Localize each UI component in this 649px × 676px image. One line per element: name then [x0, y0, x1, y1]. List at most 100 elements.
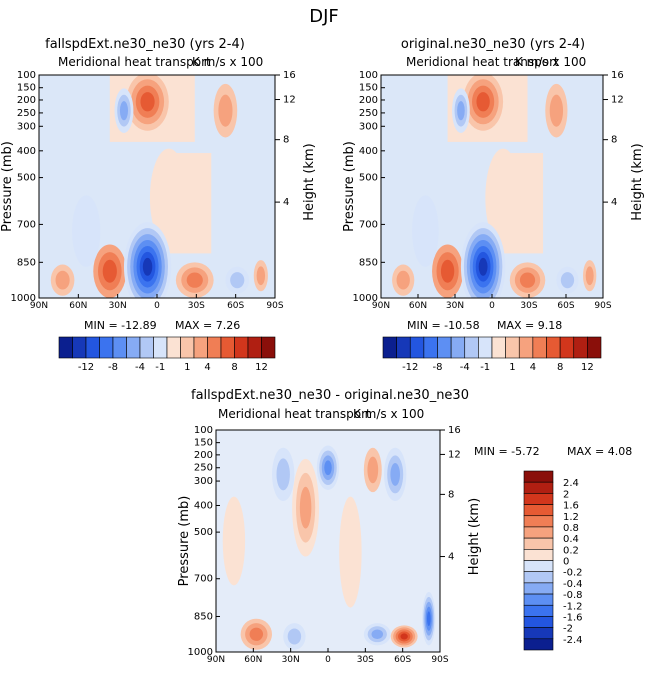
colorbar-swatch [505, 336, 520, 359]
x-tick-label: 90S [266, 301, 283, 311]
x-tick-label: 0 [325, 655, 331, 665]
colorbar-swatch [573, 336, 588, 359]
colorbar-swatch [423, 336, 438, 359]
colorbar-swatch [464, 336, 479, 359]
colorbar-label: -4 [135, 362, 145, 373]
colorbar-swatch [523, 481, 554, 494]
contour-blob [426, 611, 431, 626]
y2-tick-label: 12 [611, 95, 624, 106]
panel-1-title: fallspdExt.ne30_ne30 (yrs 2-4) [45, 37, 245, 52]
colorbar-label: 12 [255, 362, 268, 373]
contour-blob [218, 94, 233, 127]
contour-blob [102, 259, 117, 283]
y-tick-label: 300 [194, 476, 213, 487]
colorbar-swatch [559, 336, 575, 359]
y-tick-label: 150 [359, 83, 378, 94]
colorbar-swatch [532, 336, 547, 359]
contour-blob [440, 259, 455, 283]
colorbar-swatch [382, 336, 397, 359]
colorbar-swatch [518, 336, 534, 359]
x-tick-label: 90S [431, 655, 448, 665]
panel-1-max-label: MAX = 7.26 [175, 319, 240, 332]
contour-blob [367, 456, 379, 484]
colorbar-swatch [396, 336, 411, 359]
x-tick-label: 30N [446, 301, 464, 311]
colorbar-label: -0.8 [563, 590, 583, 601]
colorbar-label: -0.2 [563, 568, 583, 579]
colorbar-swatch [523, 537, 554, 550]
colorbar-swatch [58, 336, 73, 359]
y-tick-label: 250 [194, 463, 213, 474]
y-tick-label: 150 [17, 83, 36, 94]
x-tick-label: 60S [227, 301, 244, 311]
panel-1-subtitle-right: K m/s x 100 [192, 55, 263, 69]
panel-1: fallspdExt.ne30_ne30 (yrs 2-4) Meridiona… [0, 37, 317, 332]
y-tick-label: 100 [17, 70, 36, 81]
panel-3-subtitle-right: K m/s x 100 [353, 407, 424, 421]
colorbar-label: 0 [563, 557, 569, 568]
colorbar-swatch [587, 336, 602, 359]
panel-3-max-label: MAX = 4.08 [567, 445, 632, 458]
colorbar-label: -1 [155, 362, 165, 373]
panel-1-subtitle-left: Meridional heat transport [58, 55, 211, 69]
colorbar-1: -12 -8 -4 -1 1 4 8 12 [58, 336, 276, 373]
colorbar-swatch [523, 526, 554, 539]
y2-tick-label: 16 [283, 70, 296, 81]
panel-3: fallspdExt.ne30_ne30 - original.ne30_ne3… [177, 388, 632, 665]
y2-tick-label: 4 [448, 552, 454, 563]
contour-blob [560, 272, 575, 289]
y-tick-label: 850 [359, 257, 378, 268]
colorbar-swatch [491, 336, 506, 359]
colorbar-swatch [193, 336, 208, 359]
contour-blob [55, 270, 70, 290]
contour-blob [140, 92, 155, 112]
y2-tick-label: 16 [611, 70, 624, 81]
y-tick-label: 300 [359, 121, 378, 132]
y-tick-label: 400 [17, 146, 36, 157]
contour-blob [371, 629, 384, 639]
y-tick-label: 100 [194, 425, 213, 436]
contour-blob [249, 627, 264, 641]
y-tick-label: 250 [359, 108, 378, 119]
colorbar-swatch [126, 336, 141, 359]
colorbar-swatch [153, 336, 168, 359]
colorbar-swatch [523, 571, 554, 584]
colorbar-swatch [207, 336, 222, 359]
y-tick-label: 700 [17, 219, 36, 230]
colorbar-swatch [523, 515, 554, 528]
y-tick-label: 500 [359, 173, 378, 184]
colorbar-label: -1.2 [563, 601, 583, 612]
colorbar-swatch [523, 549, 554, 561]
colorbar-swatch [523, 582, 554, 595]
colorbar-swatch [112, 336, 127, 359]
y-tick-label: 200 [17, 95, 36, 106]
y2-tick-label: 8 [448, 489, 454, 500]
x-tick-label: 30N [282, 655, 300, 665]
contour-blob [299, 486, 312, 529]
y2-tick-label: 8 [611, 135, 617, 146]
panel-1-min-label: MIN = -12.89 [84, 319, 157, 332]
colorbar-label: 2 [563, 489, 569, 500]
y-tick-label: 1000 [11, 293, 36, 304]
colorbar-swatch [523, 493, 554, 505]
x-tick-label: 30S [357, 655, 374, 665]
colorbar-swatch [72, 336, 87, 359]
contour-blob [412, 195, 439, 267]
colorbar-swatch [523, 560, 554, 572]
y-tick-label: 100 [359, 70, 378, 81]
y-tick-label: 1000 [188, 647, 213, 658]
colorbar-label: -12 [78, 362, 94, 373]
y2-axis-title: Height (km) [302, 143, 317, 220]
contour-blob [72, 195, 101, 267]
panel-2-title: original.ne30_ne30 (yrs 2-4) [401, 37, 585, 52]
contour-blob [390, 462, 401, 486]
y-tick-label: 500 [194, 527, 213, 538]
contour-blob [396, 270, 410, 290]
contour-blob [119, 101, 129, 121]
contour-blob [324, 460, 332, 476]
contour-blob [585, 266, 594, 286]
colorbar-swatch [247, 336, 262, 359]
contour-blob [287, 628, 302, 645]
y-tick-label: 850 [17, 257, 36, 268]
contour-blob [549, 94, 564, 127]
